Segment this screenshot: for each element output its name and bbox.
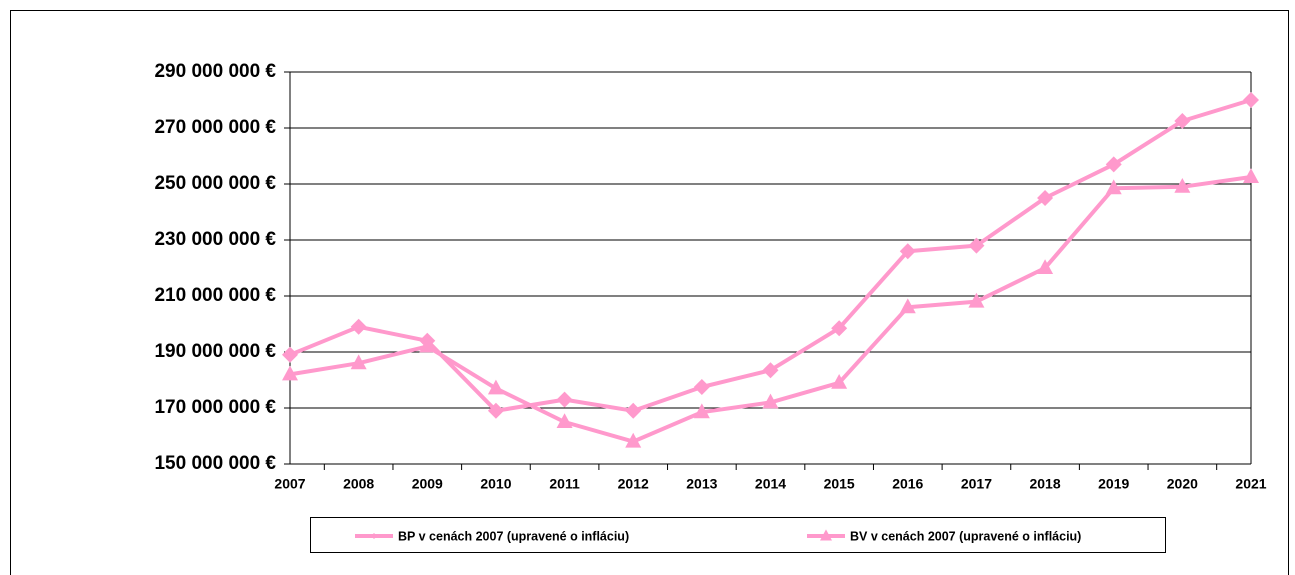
x-tick-label: 2008: [343, 476, 374, 492]
x-tick-label: 2016: [892, 476, 923, 492]
data-point: [625, 432, 642, 448]
data-point: [556, 391, 573, 408]
data-point: [693, 379, 710, 395]
legend-label: BV v cenách 2007 (upravené o infláciu): [850, 529, 1081, 543]
data-point: [1243, 92, 1259, 108]
data-point: [556, 413, 573, 428]
data-point: [1174, 178, 1191, 193]
data-point: [1105, 156, 1122, 173]
x-tick-label: 2010: [480, 476, 511, 492]
data-point: [968, 292, 985, 308]
legend-marker: [371, 533, 377, 539]
y-tick-label: 290 000 000 €: [154, 61, 276, 82]
y-tick-label: 270 000 000 €: [154, 117, 276, 138]
data-point: [487, 402, 504, 419]
x-tick-label: 2015: [824, 476, 855, 492]
data-point: [1243, 168, 1259, 183]
data-point: [350, 354, 367, 370]
data-point: [350, 318, 367, 335]
x-tick-label: 2007: [274, 476, 305, 492]
data-point: [899, 243, 916, 260]
data-point: [831, 374, 848, 389]
x-tick-label: 2021: [1235, 476, 1266, 492]
data-point: [693, 403, 710, 419]
y-tick-label: 210 000 000 €: [154, 285, 276, 306]
x-tick-label: 2011: [549, 476, 580, 492]
x-tick-label: 2017: [961, 476, 992, 492]
chart-frame: [10, 10, 1289, 575]
data-point: [1037, 190, 1054, 206]
x-tick-label: 2018: [1029, 476, 1060, 492]
data-point: [1037, 259, 1054, 274]
data-point: [625, 402, 642, 419]
data-point: [831, 320, 848, 337]
data-point: [968, 237, 985, 254]
data-point: [282, 365, 298, 381]
y-tick-label: 190 000 000 €: [154, 341, 276, 362]
legend-label: BP v cenách 2007 (upravené o infláciu): [398, 529, 629, 543]
x-tick-label: 2013: [686, 476, 717, 492]
data-point: [899, 298, 916, 314]
data-point: [419, 337, 436, 353]
x-tick-label: 2020: [1167, 476, 1198, 492]
y-tick-label: 170 000 000 €: [154, 397, 276, 418]
y-tick-label: 250 000 000 €: [154, 173, 276, 194]
data-point: [762, 393, 779, 409]
data-point: [282, 346, 298, 363]
legend-box: [310, 517, 1166, 553]
data-point: [1174, 113, 1191, 129]
x-tick-label: 2014: [755, 476, 786, 492]
legend-marker: [820, 529, 832, 541]
data-point: [487, 379, 504, 395]
data-point: [762, 362, 779, 379]
x-tick-label: 2012: [618, 476, 649, 492]
data-point: [1105, 179, 1122, 195]
y-tick-label: 150 000 000 €: [154, 453, 276, 474]
x-tick-label: 2009: [412, 476, 443, 492]
y-tick-label: 230 000 000 €: [154, 229, 276, 250]
x-tick-label: 2019: [1098, 476, 1129, 492]
